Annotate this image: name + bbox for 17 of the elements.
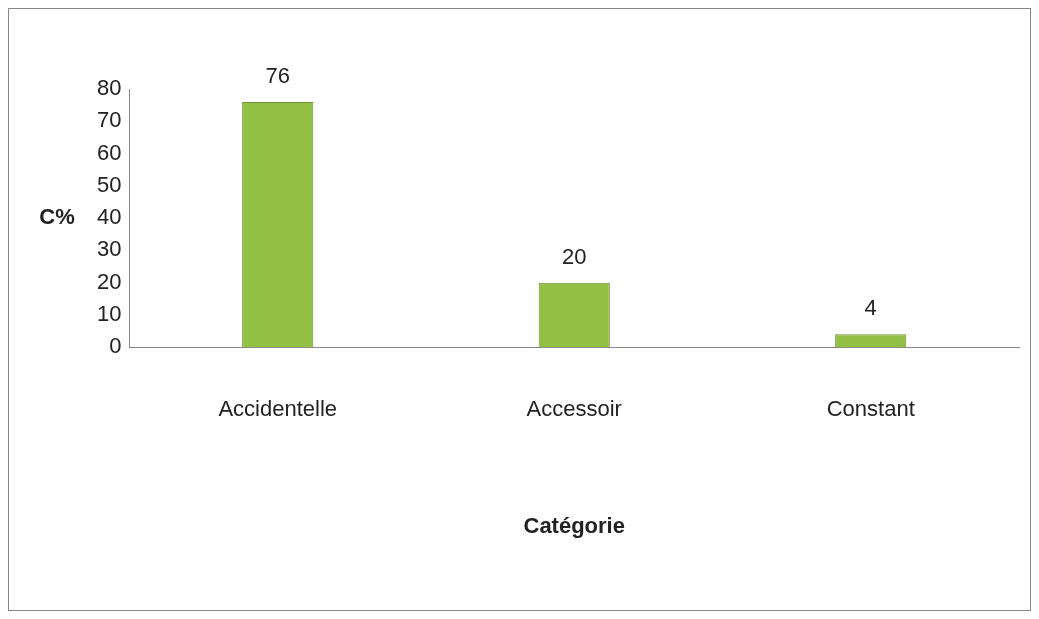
- data-label: 4: [864, 295, 877, 321]
- y-tick-label: 0: [109, 333, 122, 359]
- y-tick-label: 60: [96, 139, 122, 165]
- x-tick-label: Accidentelle: [218, 396, 338, 422]
- x-tick-label: Accessoir: [526, 396, 622, 422]
- y-tick-label: 50: [96, 171, 122, 197]
- x-axis-title: Catégorie: [523, 512, 625, 538]
- data-label: 20: [561, 243, 587, 269]
- data-label: 76: [265, 62, 290, 88]
- y-tick-label: 40: [96, 204, 122, 230]
- y-tick-label: 70: [96, 107, 122, 133]
- y-tick-label: 80: [96, 75, 122, 101]
- y-axis-title: C%: [39, 204, 75, 230]
- y-tick-label: 20: [96, 268, 122, 294]
- x-tick-label: Constant: [826, 396, 915, 422]
- y-tick-label: 30: [96, 236, 122, 262]
- y-tick-label: 10: [96, 300, 122, 326]
